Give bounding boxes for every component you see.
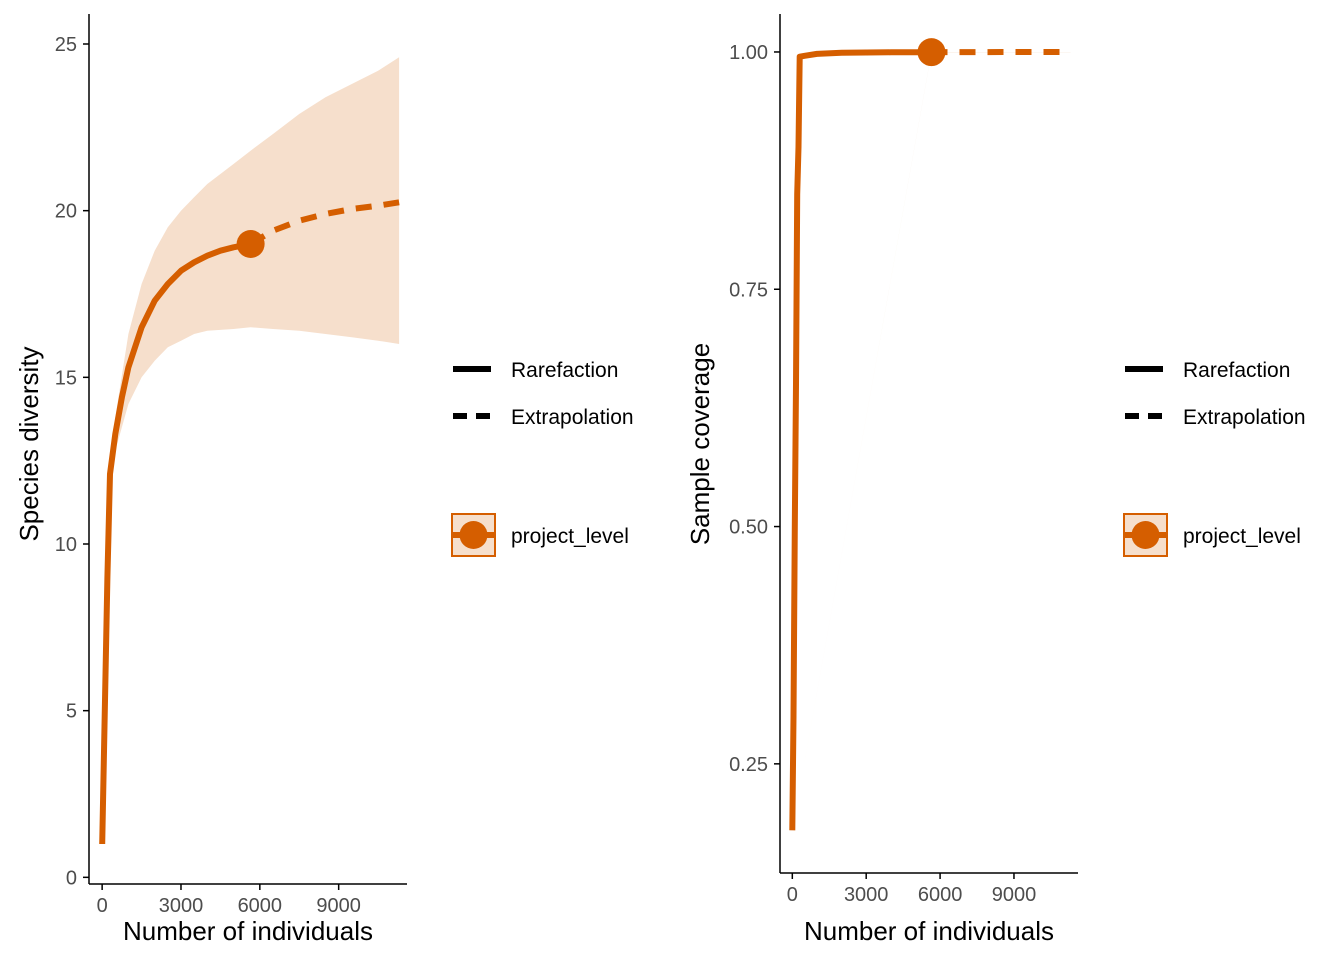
x-tick-label: 9000 (992, 884, 1037, 906)
legend-label-assemblage: project_level (511, 525, 629, 548)
x-tick-label: 6000 (238, 895, 283, 917)
y-tick-label: 1.00 (729, 42, 768, 64)
series-line-layer (99, 199, 400, 845)
y-axis-title: Species diversity (14, 346, 44, 541)
y-tick-label: 15 (55, 367, 77, 389)
reference-point-layer (917, 38, 946, 67)
y-tick-label: 0.75 (729, 279, 768, 301)
legend-label-rarefaction: Rarefaction (511, 359, 618, 382)
series-line-layer (789, 49, 1071, 831)
y-axis-title: Sample coverage (685, 343, 715, 545)
x-axis-title: Number of individuals (804, 916, 1054, 946)
x-tick-label: 0 (97, 895, 108, 917)
x-tick-label: 3000 (844, 884, 889, 906)
confidence-band (792, 52, 1071, 831)
confidence-band-layer (102, 57, 400, 845)
y-tick-label: 0 (66, 867, 77, 889)
panel-species-diversity: 0 5 10 15 20 25 0 3000 6000 9000 Number of indiv… (14, 14, 634, 946)
y-tick-label: 20 (55, 201, 77, 223)
x-tick-label: 0 (787, 884, 798, 906)
y-tick-layer: 0 5 10 15 20 25 (55, 34, 89, 889)
x-tick-label: 9000 (316, 895, 361, 917)
legend-key-assemblage (1123, 513, 1168, 557)
y-tick-label: 0.50 (729, 517, 768, 539)
y-tick-label: 0.25 (729, 754, 768, 776)
observed-sample-point (236, 230, 265, 258)
y-tick-label: 10 (55, 534, 77, 556)
x-tick-label: 3000 (159, 895, 204, 917)
y-tick-layer: 0.25 0.50 0.75 1.00 (729, 42, 780, 776)
legend-key-assemblage (451, 513, 496, 557)
y-tick-label: 25 (55, 34, 77, 56)
legend: Rarefaction Extrapolation project_level (451, 359, 634, 557)
legend-label-extrapolation: Extrapolation (511, 406, 634, 429)
x-tick-layer: 0 3000 6000 9000 (97, 884, 361, 917)
rarefaction-line (99, 241, 252, 845)
confidence-band (102, 57, 400, 845)
legend-label-rarefaction: Rarefaction (1183, 359, 1290, 382)
rarefaction-line (789, 49, 932, 831)
observed-sample-point (917, 38, 946, 67)
x-tick-label: 6000 (918, 884, 963, 906)
legend-label-assemblage: project_level (1183, 525, 1301, 548)
legend-label-extrapolation: Extrapolation (1183, 406, 1306, 429)
y-tick-label: 5 (66, 701, 77, 723)
confidence-band-layer (792, 52, 1071, 831)
x-axis-title: Number of individuals (123, 916, 373, 946)
reference-point-layer (236, 230, 265, 258)
panel-sample-coverage: 0.25 0.50 0.75 1.00 0 3000 6000 9000 Number of… (685, 14, 1306, 946)
legend: Rarefaction Extrapolation project_level (1123, 359, 1306, 557)
x-tick-layer: 0 3000 6000 9000 (787, 873, 1036, 906)
